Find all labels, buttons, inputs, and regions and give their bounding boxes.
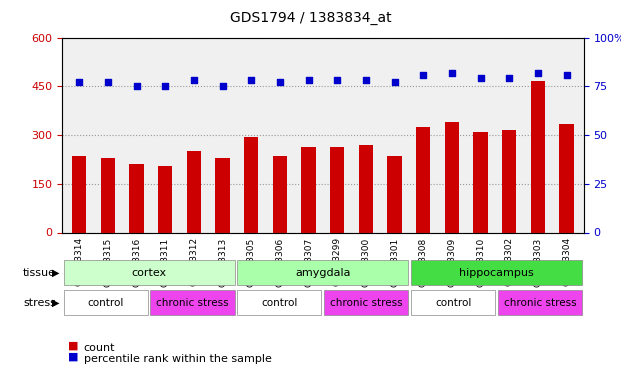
FancyBboxPatch shape — [411, 290, 496, 315]
Bar — [388, 156, 402, 232]
Text: count: count — [84, 343, 116, 352]
Text: GDS1794 / 1383834_at: GDS1794 / 1383834_at — [230, 11, 391, 25]
Bar — [101, 158, 115, 232]
Text: ▶: ▶ — [52, 298, 59, 308]
FancyBboxPatch shape — [150, 290, 235, 315]
Point — [476, 75, 486, 81]
Point — [361, 77, 371, 83]
Point — [533, 70, 543, 76]
Bar — [215, 158, 230, 232]
Text: control: control — [88, 298, 124, 308]
Text: tissue: tissue — [23, 268, 56, 278]
Text: chronic stress: chronic stress — [504, 298, 576, 308]
Point — [247, 77, 256, 83]
Bar — [445, 122, 459, 232]
Bar — [560, 124, 574, 232]
Point — [103, 80, 113, 86]
Point — [447, 70, 457, 76]
Text: control: control — [435, 298, 471, 308]
FancyBboxPatch shape — [411, 260, 582, 285]
Bar — [187, 151, 201, 232]
Text: control: control — [261, 298, 297, 308]
Bar — [301, 147, 315, 232]
FancyBboxPatch shape — [498, 290, 582, 315]
Bar — [273, 156, 287, 232]
Point — [419, 72, 428, 78]
Text: amygdala: amygdala — [295, 268, 351, 278]
Text: ■: ■ — [68, 352, 79, 362]
FancyBboxPatch shape — [237, 260, 409, 285]
Bar — [330, 147, 345, 232]
Point — [332, 77, 342, 83]
Bar — [359, 146, 373, 232]
Point — [275, 80, 285, 86]
FancyBboxPatch shape — [324, 290, 409, 315]
Bar — [416, 127, 430, 232]
Point — [217, 83, 227, 89]
FancyBboxPatch shape — [63, 260, 235, 285]
Bar — [129, 164, 144, 232]
Text: hippocampus: hippocampus — [460, 268, 534, 278]
Bar — [502, 130, 517, 232]
Point — [75, 80, 84, 86]
Point — [132, 83, 142, 89]
Text: ■: ■ — [68, 341, 79, 351]
Point — [304, 77, 314, 83]
Point — [160, 83, 170, 89]
Point — [504, 75, 514, 81]
FancyBboxPatch shape — [237, 290, 322, 315]
Bar — [473, 132, 487, 232]
Point — [389, 80, 399, 86]
Bar — [531, 81, 545, 232]
Text: cortex: cortex — [132, 268, 166, 278]
Text: ▶: ▶ — [52, 268, 59, 278]
Bar — [72, 156, 86, 232]
Bar — [244, 136, 258, 232]
Text: chronic stress: chronic stress — [156, 298, 229, 308]
Text: stress: stress — [23, 298, 56, 308]
Bar — [158, 166, 173, 232]
Text: chronic stress: chronic stress — [330, 298, 402, 308]
Text: percentile rank within the sample: percentile rank within the sample — [84, 354, 272, 364]
Point — [561, 72, 571, 78]
FancyBboxPatch shape — [63, 290, 148, 315]
Point — [189, 77, 199, 83]
